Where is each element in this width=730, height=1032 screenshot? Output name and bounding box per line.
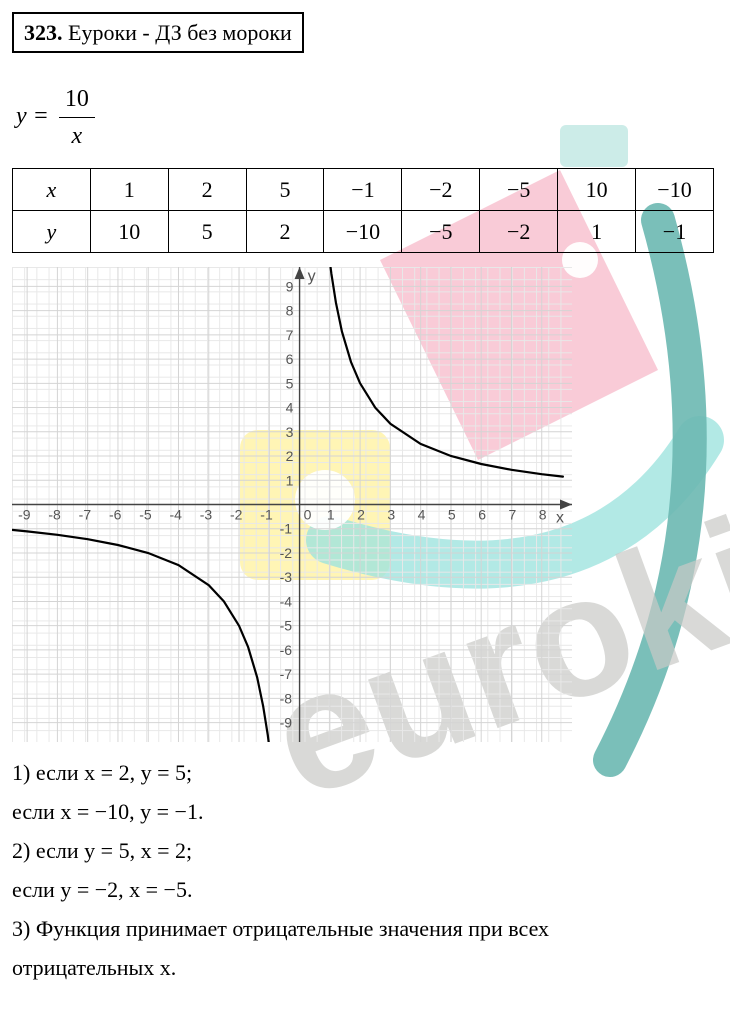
svg-text:7: 7: [286, 327, 294, 343]
svg-text:-5: -5: [280, 618, 293, 634]
svg-text:3: 3: [286, 424, 294, 440]
svg-text:-2: -2: [230, 507, 243, 523]
svg-text:9: 9: [286, 278, 294, 294]
svg-text:-6: -6: [109, 507, 122, 523]
svg-text:4: 4: [286, 400, 294, 416]
svg-text:-8: -8: [48, 507, 61, 523]
chart: -9-8-7-6-5-4-3-2-1012345678-9-8-7-6-5-4-…: [12, 267, 572, 742]
svg-text:-9: -9: [280, 715, 293, 731]
svg-text:x: x: [556, 510, 564, 527]
svg-text:4: 4: [418, 507, 426, 523]
svg-text:-7: -7: [79, 507, 92, 523]
header-box: 323. Еуроки - ДЗ без мороки: [12, 12, 304, 53]
svg-text:-1: -1: [260, 507, 273, 523]
answer-line: 3) Функция принимает отрицательные значе…: [12, 912, 718, 945]
header-text: Еуроки - ДЗ без мороки: [68, 20, 292, 45]
svg-text:-4: -4: [169, 507, 182, 523]
svg-text:-6: -6: [280, 642, 293, 658]
table-row-x: x 1 2 5 −1 −2 −5 10 −10: [13, 169, 714, 211]
answer-line: 2) если y = 5, x = 2;: [12, 834, 718, 867]
table-row-y: y 10 5 2 −10 −5 −2 1 −1: [13, 211, 714, 253]
formula-numerator: 10: [59, 81, 95, 118]
problem-number: 323.: [24, 20, 63, 45]
value-table: x 1 2 5 −1 −2 −5 10 −10 y 10 5 2 −10 −5 …: [12, 168, 714, 253]
formula: y = 10 x: [16, 81, 718, 154]
svg-text:-4: -4: [280, 593, 293, 609]
svg-text:-2: -2: [280, 545, 293, 561]
svg-text:7: 7: [508, 507, 516, 523]
svg-text:5: 5: [448, 507, 456, 523]
svg-text:5: 5: [286, 375, 294, 391]
svg-text:-7: -7: [280, 666, 293, 682]
answers: 1) если x = 2, y = 5; если x = −10, y = …: [12, 756, 718, 984]
row-x-label: x: [13, 169, 91, 211]
svg-text:-8: -8: [280, 690, 293, 706]
svg-text:6: 6: [286, 351, 294, 367]
row-y-label: y: [13, 211, 91, 253]
svg-text:y: y: [308, 268, 316, 285]
svg-text:0: 0: [304, 507, 312, 523]
answer-line: 1) если x = 2, y = 5;: [12, 756, 718, 789]
svg-text:-3: -3: [280, 569, 293, 585]
svg-text:6: 6: [478, 507, 486, 523]
svg-text:-1: -1: [280, 521, 293, 537]
svg-text:2: 2: [286, 448, 294, 464]
formula-lhs: y =: [16, 103, 49, 129]
answer-line: отрицательных x.: [12, 951, 718, 984]
answer-line: если x = −10, y = −1.: [12, 795, 718, 828]
svg-text:3: 3: [387, 507, 395, 523]
svg-text:1: 1: [327, 507, 335, 523]
svg-text:2: 2: [357, 507, 365, 523]
svg-text:8: 8: [539, 507, 547, 523]
formula-denominator: x: [59, 118, 95, 154]
svg-text:-9: -9: [18, 507, 31, 523]
svg-text:-3: -3: [200, 507, 213, 523]
answer-line: если y = −2, x = −5.: [12, 873, 718, 906]
chart-svg: -9-8-7-6-5-4-3-2-1012345678-9-8-7-6-5-4-…: [12, 267, 572, 742]
svg-text:-5: -5: [139, 507, 152, 523]
svg-text:1: 1: [286, 472, 294, 488]
svg-text:8: 8: [286, 303, 294, 319]
